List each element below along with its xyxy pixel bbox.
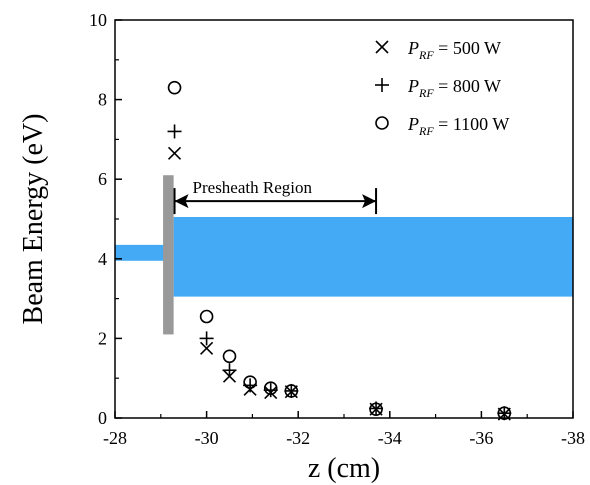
x-tick-label: -28 <box>103 428 127 448</box>
data-point-plus <box>167 124 182 139</box>
grid-plate <box>163 175 174 335</box>
legend: PRF = 500 W PRF = 800 W PRF = 1100 W <box>375 38 509 138</box>
y-tick-label: 6 <box>98 169 107 189</box>
data-point-circle <box>263 381 278 395</box>
y-tick-label: 10 <box>89 10 107 30</box>
circle-marker-shape <box>222 349 237 364</box>
legend-marker-x <box>375 40 389 54</box>
circle-marker-shape <box>497 406 512 421</box>
x-tick-label: -36 <box>469 428 493 448</box>
circle-marker-shape <box>375 116 389 130</box>
circle-marker-shape <box>167 80 182 95</box>
circle-marker-shape <box>199 309 214 324</box>
circle-marker-shape <box>369 402 383 417</box>
ticks-layer: -28 -30 -32 -34 -36 -38 0 2 4 6 8 10 <box>89 10 585 448</box>
expanded-beam-band <box>173 217 573 297</box>
data-point-circle <box>222 349 237 364</box>
y-axis-title: Beam Energy (eV) <box>18 114 49 325</box>
y-tick-label: 0 <box>98 408 107 428</box>
data-point-circle <box>497 406 512 421</box>
circle-marker-shape <box>284 384 299 398</box>
data-point-x <box>200 341 214 355</box>
data-layer <box>167 80 512 421</box>
x-axis-title: z (cm) <box>308 453 380 484</box>
y-tick-label: 8 <box>98 90 107 110</box>
annotation-layer: Presheath Region <box>173 178 378 215</box>
data-point-plus <box>284 383 299 398</box>
data-point-circle <box>284 384 299 398</box>
y-tick-label: 4 <box>98 249 107 269</box>
circle-marker-shape <box>263 381 278 395</box>
x-tick-label: -34 <box>378 428 402 448</box>
data-point-circle <box>199 309 214 324</box>
legend-marker-circle <box>375 116 389 130</box>
presheath-region-label: Presheath Region <box>193 178 313 197</box>
y-tick-label: 2 <box>98 328 107 348</box>
presheath-arrowhead-left <box>174 194 189 209</box>
data-point-circle <box>167 80 182 95</box>
data-point-plus <box>497 406 512 421</box>
data-point-plus <box>199 331 214 346</box>
data-point-circle <box>369 402 383 417</box>
x-marker-stroke <box>167 146 182 160</box>
data-point-circle <box>243 375 257 389</box>
x-tick-label: -30 <box>195 428 219 448</box>
legend-label: PRF = 800 W <box>407 76 501 100</box>
x-tick-label: -38 <box>561 428 585 448</box>
legend-label: PRF = 1100 W <box>407 114 509 138</box>
presheath-arrowhead-right <box>362 194 377 209</box>
incoming-beam-band <box>115 244 166 261</box>
legend-label: PRF = 500 W <box>407 38 501 62</box>
circle-marker-shape <box>243 375 257 389</box>
data-point-x <box>167 146 182 160</box>
data-point-plus <box>222 363 237 378</box>
x-marker-stroke <box>200 341 214 355</box>
x-tick-label: -32 <box>286 428 310 448</box>
schematic-layer <box>115 175 573 335</box>
x-marker-stroke <box>375 40 389 54</box>
legend-marker-plus <box>375 78 389 92</box>
